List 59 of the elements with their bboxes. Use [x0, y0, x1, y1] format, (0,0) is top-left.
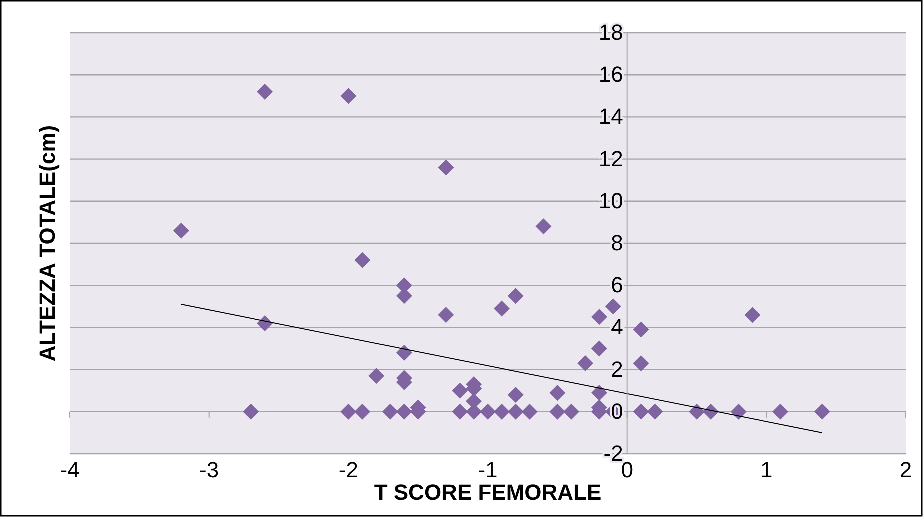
- point: [508, 387, 524, 404]
- point: [243, 404, 260, 420]
- y-tick-label: 12: [598, 146, 624, 172]
- y-tick-label: 16: [598, 62, 624, 88]
- y-tick-label: -2: [604, 441, 624, 466]
- y-tick-label: 2: [611, 356, 624, 382]
- point: [354, 252, 371, 268]
- y-tick-label: 8: [611, 230, 624, 256]
- point: [494, 300, 510, 317]
- x-tick-label: -3: [200, 458, 220, 483]
- point: [382, 404, 398, 420]
- point: [452, 404, 468, 420]
- point: [550, 404, 566, 420]
- point: [591, 340, 608, 357]
- x-tick-label: -2: [338, 458, 358, 483]
- point: [396, 344, 412, 361]
- point: [591, 309, 608, 326]
- x-tick-label: 1: [760, 458, 773, 483]
- point: [591, 384, 608, 401]
- y-tick-label: 14: [598, 104, 624, 130]
- point: [689, 404, 705, 420]
- point: [772, 404, 789, 420]
- point: [257, 315, 274, 332]
- point: [438, 307, 454, 324]
- y-tick-label: 10: [598, 188, 624, 214]
- point: [396, 404, 412, 420]
- point: [647, 404, 664, 420]
- point: [633, 355, 650, 372]
- point: [508, 288, 524, 304]
- point: [605, 298, 622, 315]
- point: [368, 368, 385, 384]
- point: [257, 84, 274, 100]
- point: [340, 404, 357, 420]
- x-tick-label: -4: [60, 458, 80, 483]
- point: [633, 404, 650, 420]
- x-axis-title: T SCORE FEMORALE: [374, 480, 602, 505]
- y-tick-label: 18: [598, 20, 624, 46]
- point: [452, 382, 468, 399]
- point: [173, 222, 190, 239]
- point: [508, 404, 524, 420]
- point: [522, 404, 538, 420]
- point: [438, 160, 454, 176]
- x-tick-label: -1: [478, 458, 498, 483]
- point: [744, 307, 761, 324]
- point: [354, 404, 371, 420]
- point: [730, 404, 747, 420]
- point: [564, 404, 580, 420]
- point: [550, 384, 566, 401]
- x-tick-label: 2: [900, 458, 912, 483]
- point: [480, 404, 496, 420]
- point: [494, 404, 510, 420]
- point: [340, 88, 357, 104]
- y-axis-title: ALTEZZA TOTALE(cm): [35, 125, 60, 362]
- point: [536, 218, 552, 235]
- y-tick-label: 6: [611, 272, 624, 298]
- point: [814, 404, 830, 420]
- point: [578, 355, 594, 372]
- point: [633, 322, 650, 338]
- y-tick-label: 4: [611, 314, 624, 340]
